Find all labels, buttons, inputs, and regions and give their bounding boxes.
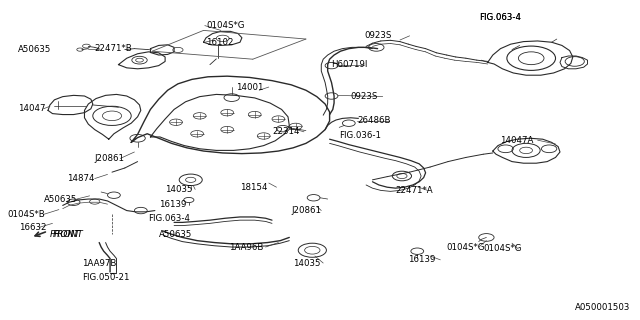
Text: 18154: 18154 (240, 183, 268, 192)
Text: H60719I: H60719I (332, 60, 368, 69)
Text: FIG.050-21: FIG.050-21 (82, 273, 129, 282)
Text: 14047: 14047 (18, 104, 45, 113)
Text: 0104S*G: 0104S*G (206, 21, 244, 30)
Text: FIG.036-1: FIG.036-1 (339, 131, 381, 140)
Text: FRONT: FRONT (50, 230, 81, 239)
Text: 14047A: 14047A (500, 136, 534, 145)
Text: 16139: 16139 (159, 200, 186, 209)
Text: 1AA96B: 1AA96B (229, 243, 264, 252)
Text: 0923S: 0923S (351, 92, 378, 101)
Text: 14874: 14874 (67, 174, 95, 183)
Text: 0104S*B: 0104S*B (8, 210, 45, 219)
Text: J20861: J20861 (95, 154, 125, 163)
Text: 16139: 16139 (408, 255, 436, 264)
Text: 22471*A: 22471*A (396, 186, 433, 195)
Text: 22314: 22314 (272, 127, 300, 136)
Text: A50635: A50635 (159, 230, 192, 239)
Text: 26486B: 26486B (357, 116, 390, 125)
Text: FIG.063-4: FIG.063-4 (479, 13, 521, 22)
Text: 14035: 14035 (165, 185, 193, 194)
Text: 16632: 16632 (19, 223, 47, 232)
Text: 14035: 14035 (293, 259, 321, 268)
Text: 14001: 14001 (236, 83, 263, 92)
Text: A50635: A50635 (18, 45, 51, 54)
Text: 16102: 16102 (206, 38, 234, 47)
Text: J20861: J20861 (291, 206, 321, 215)
Text: 22471*B: 22471*B (95, 44, 132, 53)
Text: 0104S*G: 0104S*G (447, 243, 485, 252)
Text: 0923S: 0923S (365, 31, 392, 40)
Text: A50635: A50635 (44, 195, 77, 204)
Text: 0104S*G: 0104S*G (483, 244, 522, 253)
Text: FIG.063-4: FIG.063-4 (479, 13, 521, 22)
Text: 1AA97B: 1AA97B (82, 259, 116, 268)
Text: A050001503: A050001503 (575, 303, 630, 312)
Text: FIG.063-4: FIG.063-4 (148, 214, 191, 223)
Text: FRONT: FRONT (52, 230, 83, 239)
